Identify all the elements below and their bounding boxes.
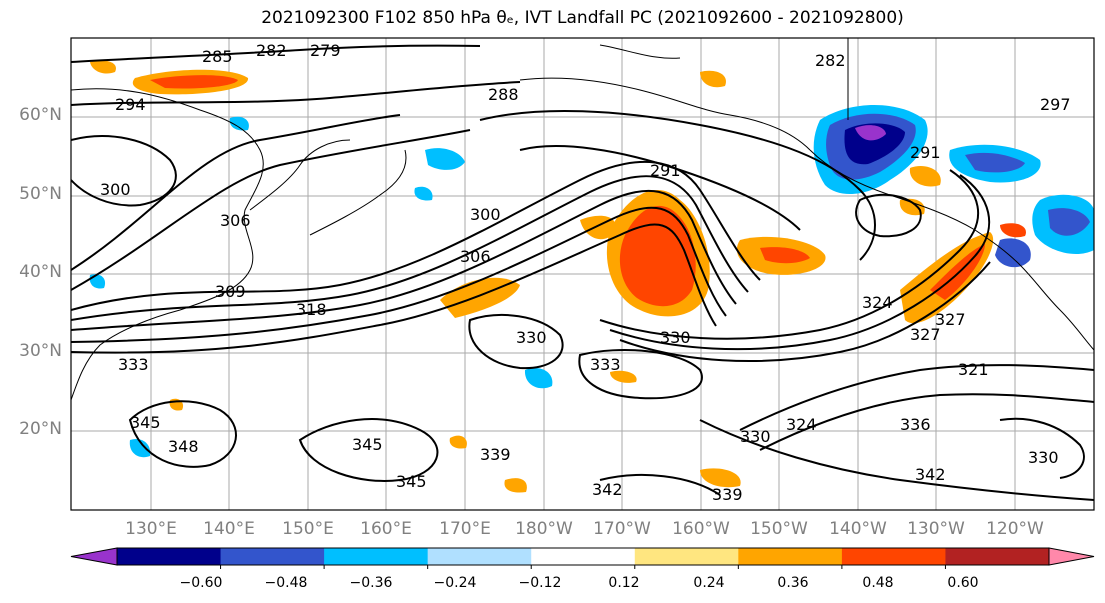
plot-frame xyxy=(70,37,1095,511)
lon-label: 140°E xyxy=(203,519,255,539)
colorbar-tick-label: −0.36 xyxy=(349,575,393,591)
contour-label: 297 xyxy=(1040,95,1071,114)
colorbar-tick-label: 0.36 xyxy=(777,575,809,591)
colorbar-tick-label: 0.48 xyxy=(862,575,894,591)
theta-e-contours xyxy=(71,44,1094,501)
contour-label: 318 xyxy=(296,300,327,319)
lon-label: 150°W xyxy=(750,519,808,539)
colorbar-segment xyxy=(427,548,532,565)
contour-label: 342 xyxy=(915,465,946,484)
contour-label: 327 xyxy=(935,310,966,329)
lat-label: 50°N xyxy=(19,184,62,204)
colorbar-tick-label: −0.12 xyxy=(518,575,562,591)
contour-label: 342 xyxy=(592,480,623,499)
contour-label: 294 xyxy=(115,95,146,114)
colorbar-tick-label: 0.24 xyxy=(693,575,725,591)
contour-label: 309 xyxy=(215,282,246,301)
contour-label: 333 xyxy=(590,355,621,374)
contour-label: 282 xyxy=(256,41,287,60)
lon-label: 150°E xyxy=(282,519,334,539)
contour-label: 345 xyxy=(130,413,161,432)
contour-label: 291 xyxy=(910,143,941,162)
lon-label: 130°E xyxy=(125,519,177,539)
colorbar-segment xyxy=(945,548,1050,565)
lon-label: 140°W xyxy=(829,519,887,539)
contour-label: 282 xyxy=(815,51,846,70)
lon-label: 130°W xyxy=(907,519,965,539)
colorbar-segment xyxy=(117,548,222,565)
lon-label: 120°W xyxy=(986,519,1044,539)
lon-label: 180°W xyxy=(515,519,573,539)
lon-label: 170°E xyxy=(439,519,491,539)
ivt-shading xyxy=(89,60,1094,493)
colorbar-tick-label: 0.60 xyxy=(947,575,979,591)
colorbar-tick-label: 0.12 xyxy=(608,575,640,591)
contour-label: 324 xyxy=(786,415,817,434)
contour-label: 324 xyxy=(862,293,893,312)
contour-label: 339 xyxy=(480,445,511,464)
contour-label: 321 xyxy=(958,360,989,379)
colorbar xyxy=(70,547,1095,569)
lat-label: 60°N xyxy=(19,105,62,125)
lon-label: 160°E xyxy=(360,519,412,539)
colorbar-segment xyxy=(220,548,325,565)
contour-label: 348 xyxy=(168,437,199,456)
contour-label: 333 xyxy=(118,355,149,374)
coastlines xyxy=(71,38,1094,401)
colorbar-extend-min xyxy=(70,547,118,566)
contour-label: 288 xyxy=(488,85,519,104)
contour-label: 291 xyxy=(650,161,681,180)
contour-label: 300 xyxy=(100,180,131,199)
lon-label: 170°W xyxy=(593,519,651,539)
contour-label: 330 xyxy=(740,427,771,446)
lat-label: 40°N xyxy=(19,262,62,282)
contour-label: 279 xyxy=(310,41,341,60)
colorbar-tick-label: −0.24 xyxy=(433,575,477,591)
contour-label: 339 xyxy=(712,485,743,504)
contour-label: 336 xyxy=(900,415,931,434)
colorbar-segment xyxy=(324,548,429,565)
contour-label: 306 xyxy=(460,247,491,266)
contour-label: 345 xyxy=(396,472,427,491)
colorbar-segment xyxy=(634,548,739,565)
contour-label: 306 xyxy=(220,211,251,230)
colorbar-tick-label: −0.60 xyxy=(179,575,223,591)
lon-label: 160°W xyxy=(672,519,730,539)
colorbar-segment xyxy=(738,548,843,565)
contour-label: 330 xyxy=(516,328,547,347)
map-title: 2021092300 F102 850 hPa θₑ, IVT Landfall… xyxy=(261,8,904,28)
lat-label: 30°N xyxy=(19,341,62,361)
colorbar-extend-max xyxy=(1048,547,1095,566)
lat-label: 20°N xyxy=(19,419,62,439)
colorbar-segment xyxy=(841,548,946,565)
colorbar-tick-label: −0.48 xyxy=(264,575,308,591)
contour-label: 327 xyxy=(910,325,941,344)
colorbar-segment xyxy=(531,548,636,565)
contour-label: 330 xyxy=(660,328,691,347)
colorbar-frame xyxy=(116,547,1050,566)
contour-label: 330 xyxy=(1028,448,1059,467)
contour-label: 285 xyxy=(202,47,233,66)
contour-label: 300 xyxy=(470,205,501,224)
contour-labels: 285 282 279 282 291 294 288 297 300 306 … xyxy=(100,41,1071,504)
contour-label: 345 xyxy=(352,435,383,454)
